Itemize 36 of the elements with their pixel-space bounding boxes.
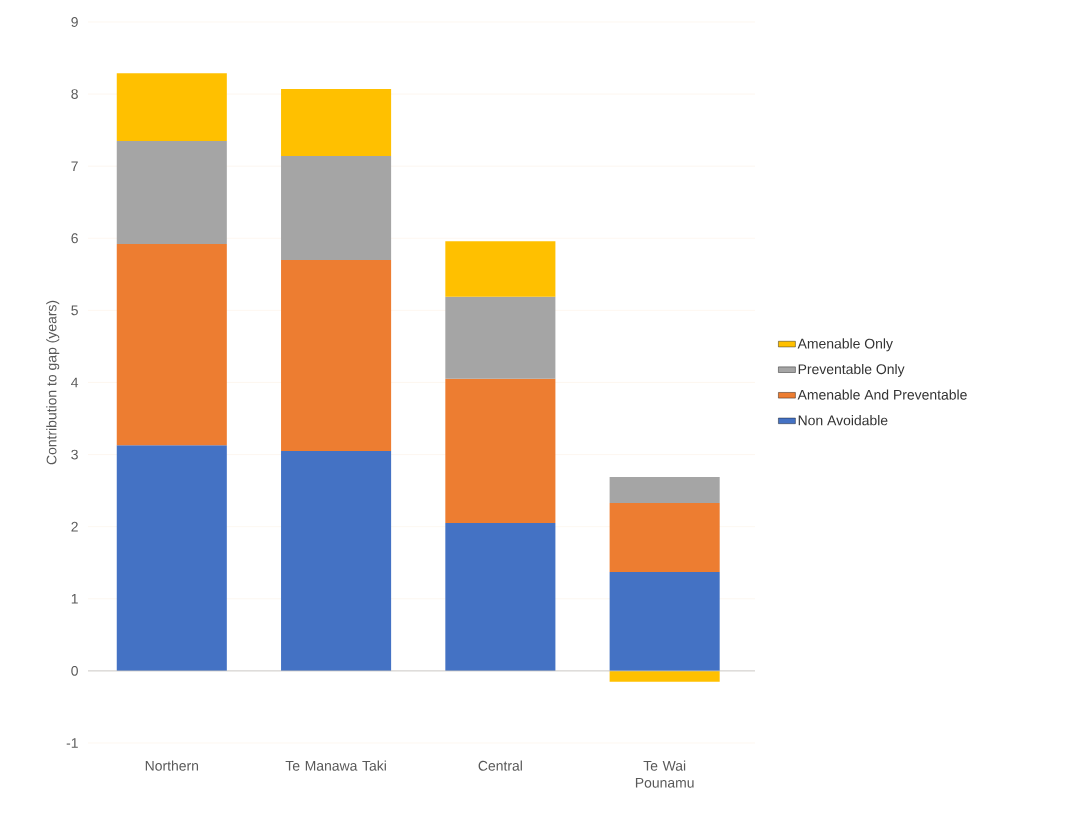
y-tick-label: 9	[71, 17, 78, 27]
y-tick-label: 2	[71, 521, 78, 532]
y-tick-label: 4	[71, 377, 79, 388]
y-tick-label: 7	[71, 161, 78, 171]
bar	[281, 450, 392, 671]
y-tick-label: 8	[71, 89, 78, 100]
y-tick-label: -1	[66, 738, 78, 748]
x-tick-label: Te Manawa Taki	[285, 760, 386, 771]
bar	[281, 89, 392, 157]
bar	[609, 502, 720, 573]
x-tick-label: Te Wai Pounamu	[635, 760, 694, 788]
x-tick-label: Central	[478, 760, 522, 771]
bar	[609, 476, 720, 503]
legend-label: Preventable Only	[798, 363, 905, 377]
bar	[445, 523, 556, 671]
legend-label: Non Avoidable	[798, 415, 888, 426]
y-tick-label: 6	[71, 233, 78, 244]
bar	[116, 73, 227, 141]
legend-label: Amenable And Preventable	[797, 389, 967, 400]
bar	[609, 670, 720, 682]
bar	[281, 259, 392, 451]
y-tick-label: 0	[71, 665, 78, 676]
y-tick-label: 3	[71, 449, 78, 460]
bar	[445, 296, 556, 379]
bar	[445, 241, 556, 297]
bar	[609, 572, 720, 671]
y-axis-title: Contribution to gap (years)	[46, 300, 60, 465]
legend-label: Amenable Only	[797, 338, 893, 352]
bar	[445, 378, 556, 524]
x-tick-label: Northern	[145, 760, 199, 771]
bar	[281, 156, 392, 260]
bar	[116, 244, 227, 446]
bar	[116, 445, 227, 671]
y-tick-label: 1	[71, 593, 78, 604]
y-tick-label: 5	[71, 305, 78, 316]
bar	[116, 140, 227, 245]
